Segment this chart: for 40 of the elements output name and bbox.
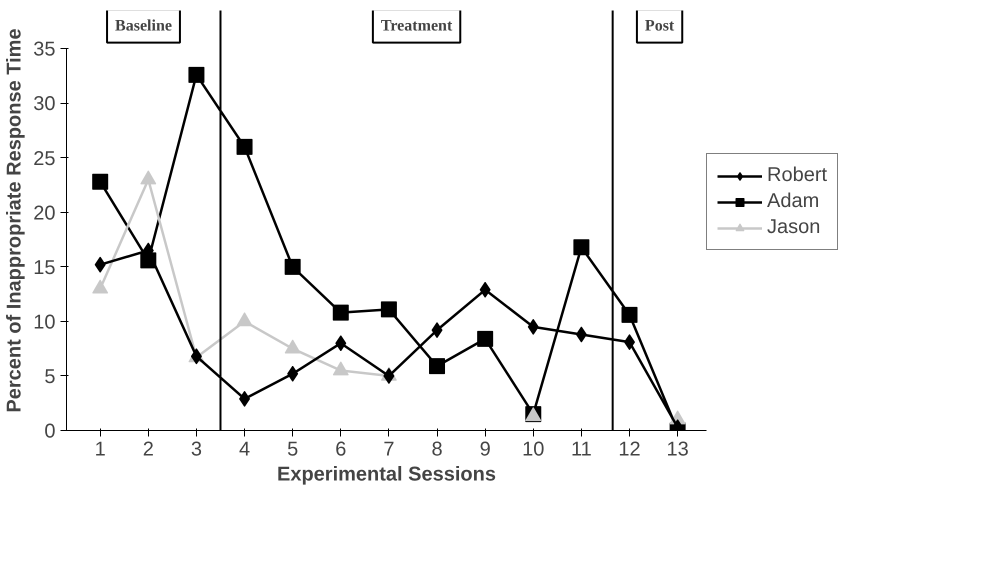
legend-label: Robert [767,164,828,187]
x-tick-label: 3 [190,438,202,460]
point [573,239,590,256]
x-tick-label: 4 [238,438,250,460]
x-tick-label: 8 [431,438,443,460]
point [284,258,301,275]
y-tick-label: 5 [44,366,56,388]
text: Baseline [115,18,172,35]
point [188,66,204,83]
y-tick-label: 25 [33,148,56,170]
point [236,138,253,155]
x-tick-label: 12 [618,438,641,460]
text: Post [644,18,675,35]
legend-label: Jason [767,216,820,239]
point [332,304,349,321]
y-tick-label: 15 [33,256,56,279]
point [477,330,494,347]
x-axis-title: Experimental Sessions [277,464,496,486]
point [92,174,108,190]
point [576,326,587,342]
legend-label: Adam [767,190,820,213]
y-tick-label: 0 [44,420,56,442]
x-tick-label: 11 [571,438,592,460]
point [380,301,397,318]
point [622,306,638,323]
x-tick-label: 1 [94,438,106,460]
x-tick-label: 10 [522,438,544,460]
x-tick-label: 9 [480,438,491,460]
y-tick-label: 10 [33,311,56,334]
x-tick-label: 6 [335,438,346,460]
y-tick-label: 20 [33,202,56,224]
x-tick-label: 7 [383,438,394,460]
y-tick-label: 30 [33,93,56,116]
point [429,358,446,374]
x-tick-label: 2 [142,438,154,460]
text: Treatment [380,18,453,35]
y-axis-title: Percent of Inappropriate Response Time [3,28,26,413]
x-tick-label: 13 [666,438,689,460]
x-tick-label: 5 [287,438,298,460]
y-tick-label: 35 [33,38,56,61]
